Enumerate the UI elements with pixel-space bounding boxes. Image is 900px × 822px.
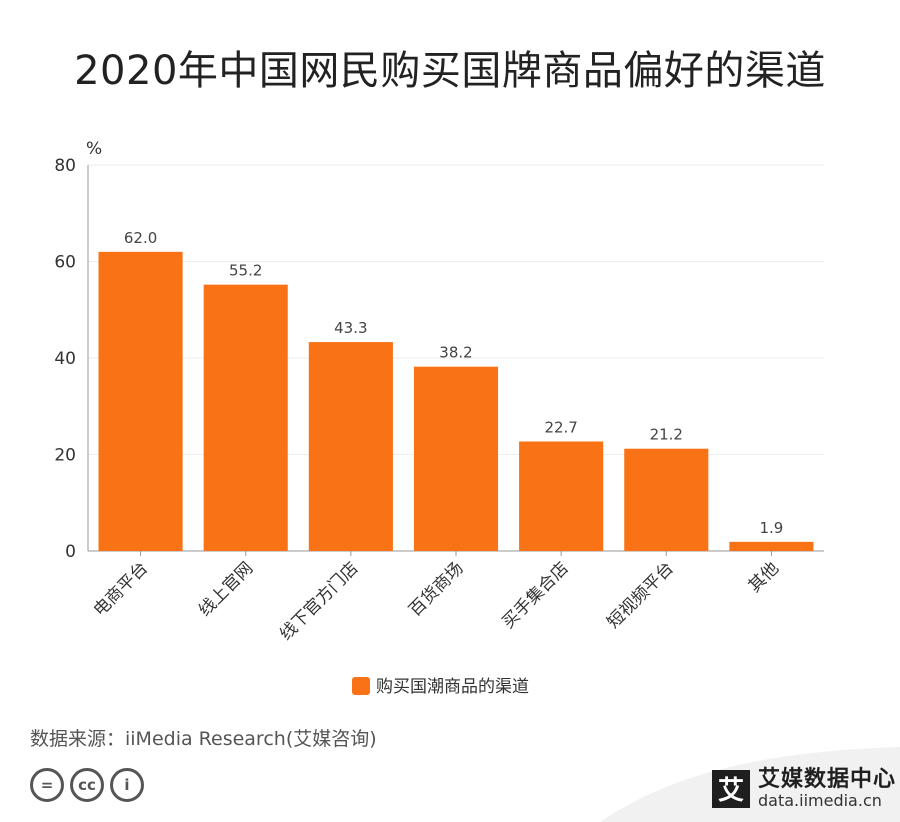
creative-commons-icon: cc [70, 768, 104, 802]
bars [98, 251, 814, 551]
x-tick-label: 线下官方门店 [276, 558, 362, 644]
data-label: 1.9 [759, 519, 783, 537]
x-tick-label: 电商平台 [90, 558, 152, 620]
brand-url: data.iimedia.cn [758, 791, 882, 811]
x-tick-label: 短视频平台 [604, 558, 678, 632]
bar [308, 342, 393, 551]
brand-block: 艾 艾媒数据中心 data.iimedia.cn [712, 767, 897, 811]
data-labels: 62.0 55.2 43.3 38.2 22.7 21.2 1.9 [124, 229, 783, 537]
y-axis-label: % [86, 139, 102, 159]
x-tick-label: 百货商场 [405, 558, 467, 620]
legend: 购买国潮商品的渠道 [352, 677, 529, 697]
y-tick-label: 60 [54, 253, 76, 273]
no-derivatives-icon: = [30, 768, 64, 802]
brand-name: 艾媒数据中心 [758, 767, 897, 792]
data-label: 55.2 [229, 262, 262, 280]
bar [519, 441, 604, 551]
bar [729, 541, 814, 551]
data-label: 62.0 [124, 229, 157, 247]
data-label: 43.3 [334, 319, 367, 337]
bar [624, 448, 709, 551]
source-note: 数据来源：iiMedia Research(艾媒咨询) [30, 728, 377, 750]
legend-label: 购买国潮商品的渠道 [376, 677, 529, 697]
y-tick-label: 20 [54, 446, 76, 466]
bar [98, 251, 183, 551]
license-icons: = cc i [30, 768, 144, 802]
data-label: 38.2 [439, 344, 472, 362]
chart-title: 2020年中国网民购买国牌商品偏好的渠道 [74, 48, 826, 94]
x-tick-label: 买手集合店 [498, 558, 572, 632]
legend-swatch [352, 677, 370, 695]
bar-chart: 62.0 55.2 43.3 38.2 22.7 21.2 1.9 0 20 40 60 80 电商平… [54, 139, 824, 697]
bar [413, 366, 499, 551]
bar [203, 284, 288, 551]
attribution-icon: i [110, 768, 144, 802]
brand-background [600, 747, 900, 822]
iimedia-logo: 艾 [712, 769, 750, 808]
data-label: 22.7 [544, 418, 577, 436]
y-tick-label: 0 [65, 542, 76, 562]
y-tick-label: 40 [54, 349, 76, 369]
y-tick-label: 80 [54, 156, 76, 176]
x-tick-label: 线上官网 [195, 558, 257, 620]
data-label: 21.2 [650, 426, 683, 444]
x-tick-label: 其他 [745, 558, 783, 596]
